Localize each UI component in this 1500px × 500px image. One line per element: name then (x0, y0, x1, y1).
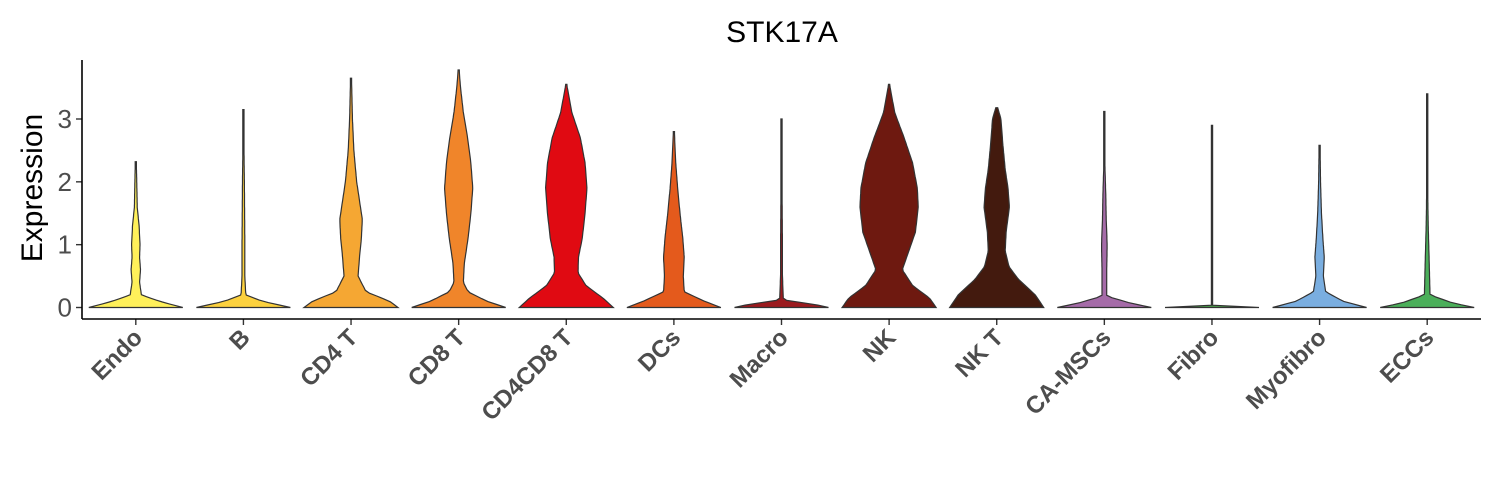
violin-nk (840, 83, 938, 309)
y-axis-label: Expression (16, 114, 49, 262)
violin-cd8-t (411, 69, 506, 309)
violin-myofibro (1272, 144, 1367, 309)
x-tick-label: B (224, 324, 255, 355)
x-tick-label: ECCs (1375, 324, 1439, 388)
x-tick-label: Myofibro (1241, 324, 1332, 415)
y-tick-label: 1 (58, 230, 72, 260)
x-tick-label: NK T (950, 324, 1009, 383)
x-tick-label: DCs (633, 324, 686, 377)
y-tick-label: 3 (58, 104, 72, 134)
violin-cd4-t (302, 77, 400, 309)
x-tick-label: NK (858, 324, 902, 368)
y-tick-label: 0 (58, 293, 72, 323)
violin-dcs (626, 131, 722, 309)
violin-endo (88, 161, 183, 309)
y-tick-label: 2 (58, 167, 72, 197)
violin-fibro (1164, 124, 1260, 309)
violin-cd4cd8-t (517, 83, 615, 309)
x-tick-label: Endo (87, 324, 149, 386)
y-axis-ticks: 0 1 2 3 (58, 104, 82, 323)
x-tick-label: Macro (725, 324, 794, 393)
x-tick-label: CA-MSCs (1020, 324, 1116, 420)
x-tick-label: CD4CD8 T (476, 324, 578, 426)
x-tick-label: CD4 T (295, 324, 363, 392)
x-tick-label: Fibro (1163, 324, 1225, 386)
violin-ca-mscs (1057, 110, 1152, 309)
violin-macro (734, 118, 829, 309)
violin-group (88, 69, 1475, 309)
x-axis-ticks: Endo B CD4 T CD8 T CD4CD8 T DCs Macro NK NK T CA-… (87, 319, 1439, 426)
violin-eccs (1380, 93, 1475, 309)
x-tick-label: CD8 T (403, 324, 471, 392)
violin-b (196, 109, 291, 309)
chart-title: STK17A (726, 16, 838, 49)
violin-nk-t (948, 107, 1045, 309)
